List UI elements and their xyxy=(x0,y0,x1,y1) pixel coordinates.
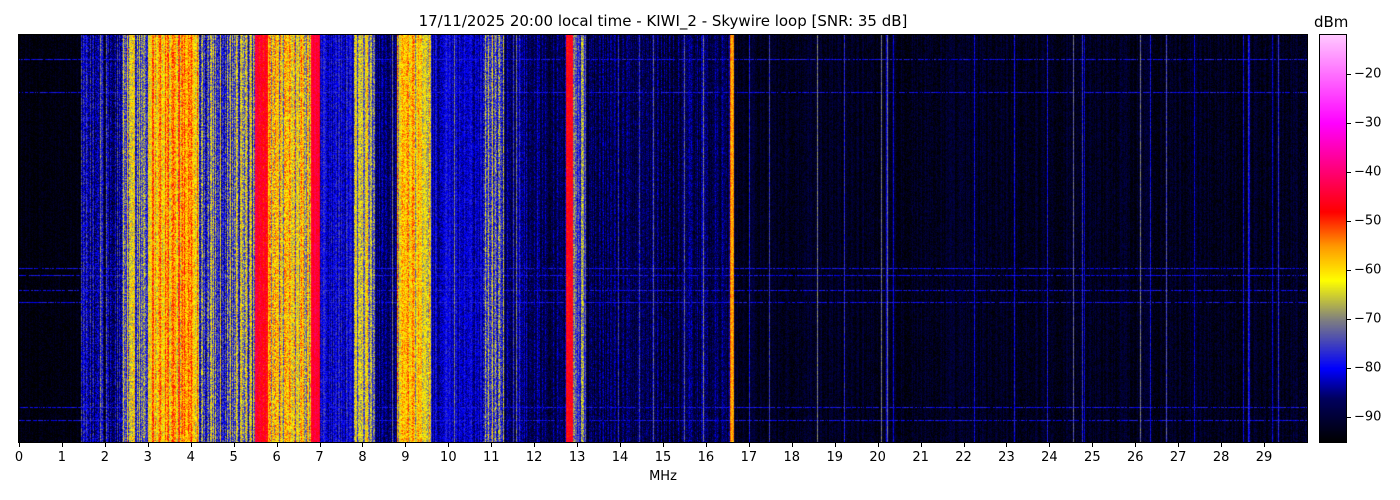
colorbar-tick-label: −60 xyxy=(1354,262,1382,278)
chart-title: 17/11/2025 20:00 local time - KIWI_2 - S… xyxy=(418,12,908,30)
colorbar-tick xyxy=(1347,270,1351,272)
waterfall-plot-area xyxy=(18,34,1308,443)
x-tick xyxy=(1092,443,1094,447)
x-tick xyxy=(834,443,836,447)
x-tick xyxy=(1178,443,1180,447)
colorbar-tick-label: −20 xyxy=(1354,66,1382,82)
x-tick xyxy=(104,443,106,447)
x-tick-label: 15 xyxy=(654,450,672,465)
x-tick-label: 16 xyxy=(697,450,715,465)
x-tick xyxy=(61,443,63,447)
x-tick xyxy=(319,443,321,447)
colorbar-tick-label: −50 xyxy=(1354,213,1382,229)
colorbar-tick-label: −40 xyxy=(1354,164,1382,180)
x-tick-label: 24 xyxy=(1041,450,1058,465)
x-tick-label: 1 xyxy=(57,450,67,465)
colorbar-label: dBm xyxy=(1314,13,1349,31)
x-tick-label: 9 xyxy=(401,450,410,465)
colorbar-tick-label: −70 xyxy=(1354,311,1382,327)
x-tick-label: 2 xyxy=(100,450,109,465)
x-tick-label: 20 xyxy=(869,450,886,465)
x-tick-label: 22 xyxy=(955,450,972,465)
x-tick-label: 19 xyxy=(826,450,843,465)
x-tick-label: 8 xyxy=(358,450,367,465)
colorbar-tick-label: −80 xyxy=(1354,360,1382,376)
x-tick xyxy=(877,443,879,447)
colorbar xyxy=(1319,34,1347,443)
x-tick xyxy=(963,443,965,447)
x-tick xyxy=(19,443,20,447)
x-tick-label: 12 xyxy=(525,450,543,465)
x-tick-label: 23 xyxy=(998,450,1015,465)
colorbar-tick xyxy=(1347,221,1351,223)
x-tick xyxy=(276,443,278,447)
colorbar-tick xyxy=(1347,123,1351,125)
x-tick xyxy=(748,443,750,447)
x-tick xyxy=(577,443,579,447)
x-tick xyxy=(1049,443,1051,447)
x-tick-label: 7 xyxy=(315,450,324,465)
x-tick-label: 29 xyxy=(1255,450,1273,465)
x-tick-label: 28 xyxy=(1212,450,1230,465)
x-tick xyxy=(405,443,407,447)
x-tick-label: 10 xyxy=(440,450,457,465)
x-axis-label: MHz xyxy=(649,469,677,484)
x-tick xyxy=(1221,443,1223,447)
x-tick-label: 0 xyxy=(14,450,24,465)
x-tick xyxy=(1135,443,1137,447)
x-tick-label: 27 xyxy=(1169,450,1187,465)
x-tick-label: 3 xyxy=(143,450,152,465)
x-tick xyxy=(705,443,707,447)
x-tick-label: 6 xyxy=(272,450,281,465)
colorbar-tick xyxy=(1347,368,1351,370)
x-tick-label: 5 xyxy=(229,450,238,465)
x-axis: 0 1 2 3 4 5 6 7 8 9 10 11 12 13 14 15 16 17 18 19 20 21 22 23 24… xyxy=(15,443,1307,473)
x-tick xyxy=(663,443,664,447)
x-tick-label: 11 xyxy=(482,450,500,465)
x-tick xyxy=(147,443,149,447)
colorbar-tick xyxy=(1347,319,1351,321)
x-tick-label: 26 xyxy=(1126,450,1144,465)
x-tick-label: 25 xyxy=(1084,450,1101,465)
x-tick xyxy=(791,443,793,447)
waterfall-heatmap xyxy=(19,35,1307,442)
x-tick-label: 18 xyxy=(783,450,801,465)
colorbar-tick xyxy=(1347,74,1351,76)
x-tick-label: 21 xyxy=(912,450,929,465)
colorbar-tick-label: −90 xyxy=(1354,409,1382,425)
x-tick-label: 17 xyxy=(740,450,758,465)
colorbar-tick-label: −30 xyxy=(1354,115,1382,131)
x-tick xyxy=(620,443,622,447)
colorbar-tick xyxy=(1347,172,1351,174)
x-tick xyxy=(362,443,364,447)
x-tick-label: 13 xyxy=(568,450,586,465)
x-tick-label: 14 xyxy=(611,450,629,465)
colorbar-tick xyxy=(1347,417,1351,419)
x-tick-label: 4 xyxy=(186,450,195,465)
x-tick xyxy=(233,443,235,447)
x-tick xyxy=(190,443,192,447)
x-tick xyxy=(1264,443,1266,447)
x-tick xyxy=(534,443,536,447)
x-tick xyxy=(448,443,450,447)
x-tick xyxy=(920,443,922,447)
x-tick xyxy=(1006,443,1008,447)
x-tick xyxy=(491,443,493,447)
